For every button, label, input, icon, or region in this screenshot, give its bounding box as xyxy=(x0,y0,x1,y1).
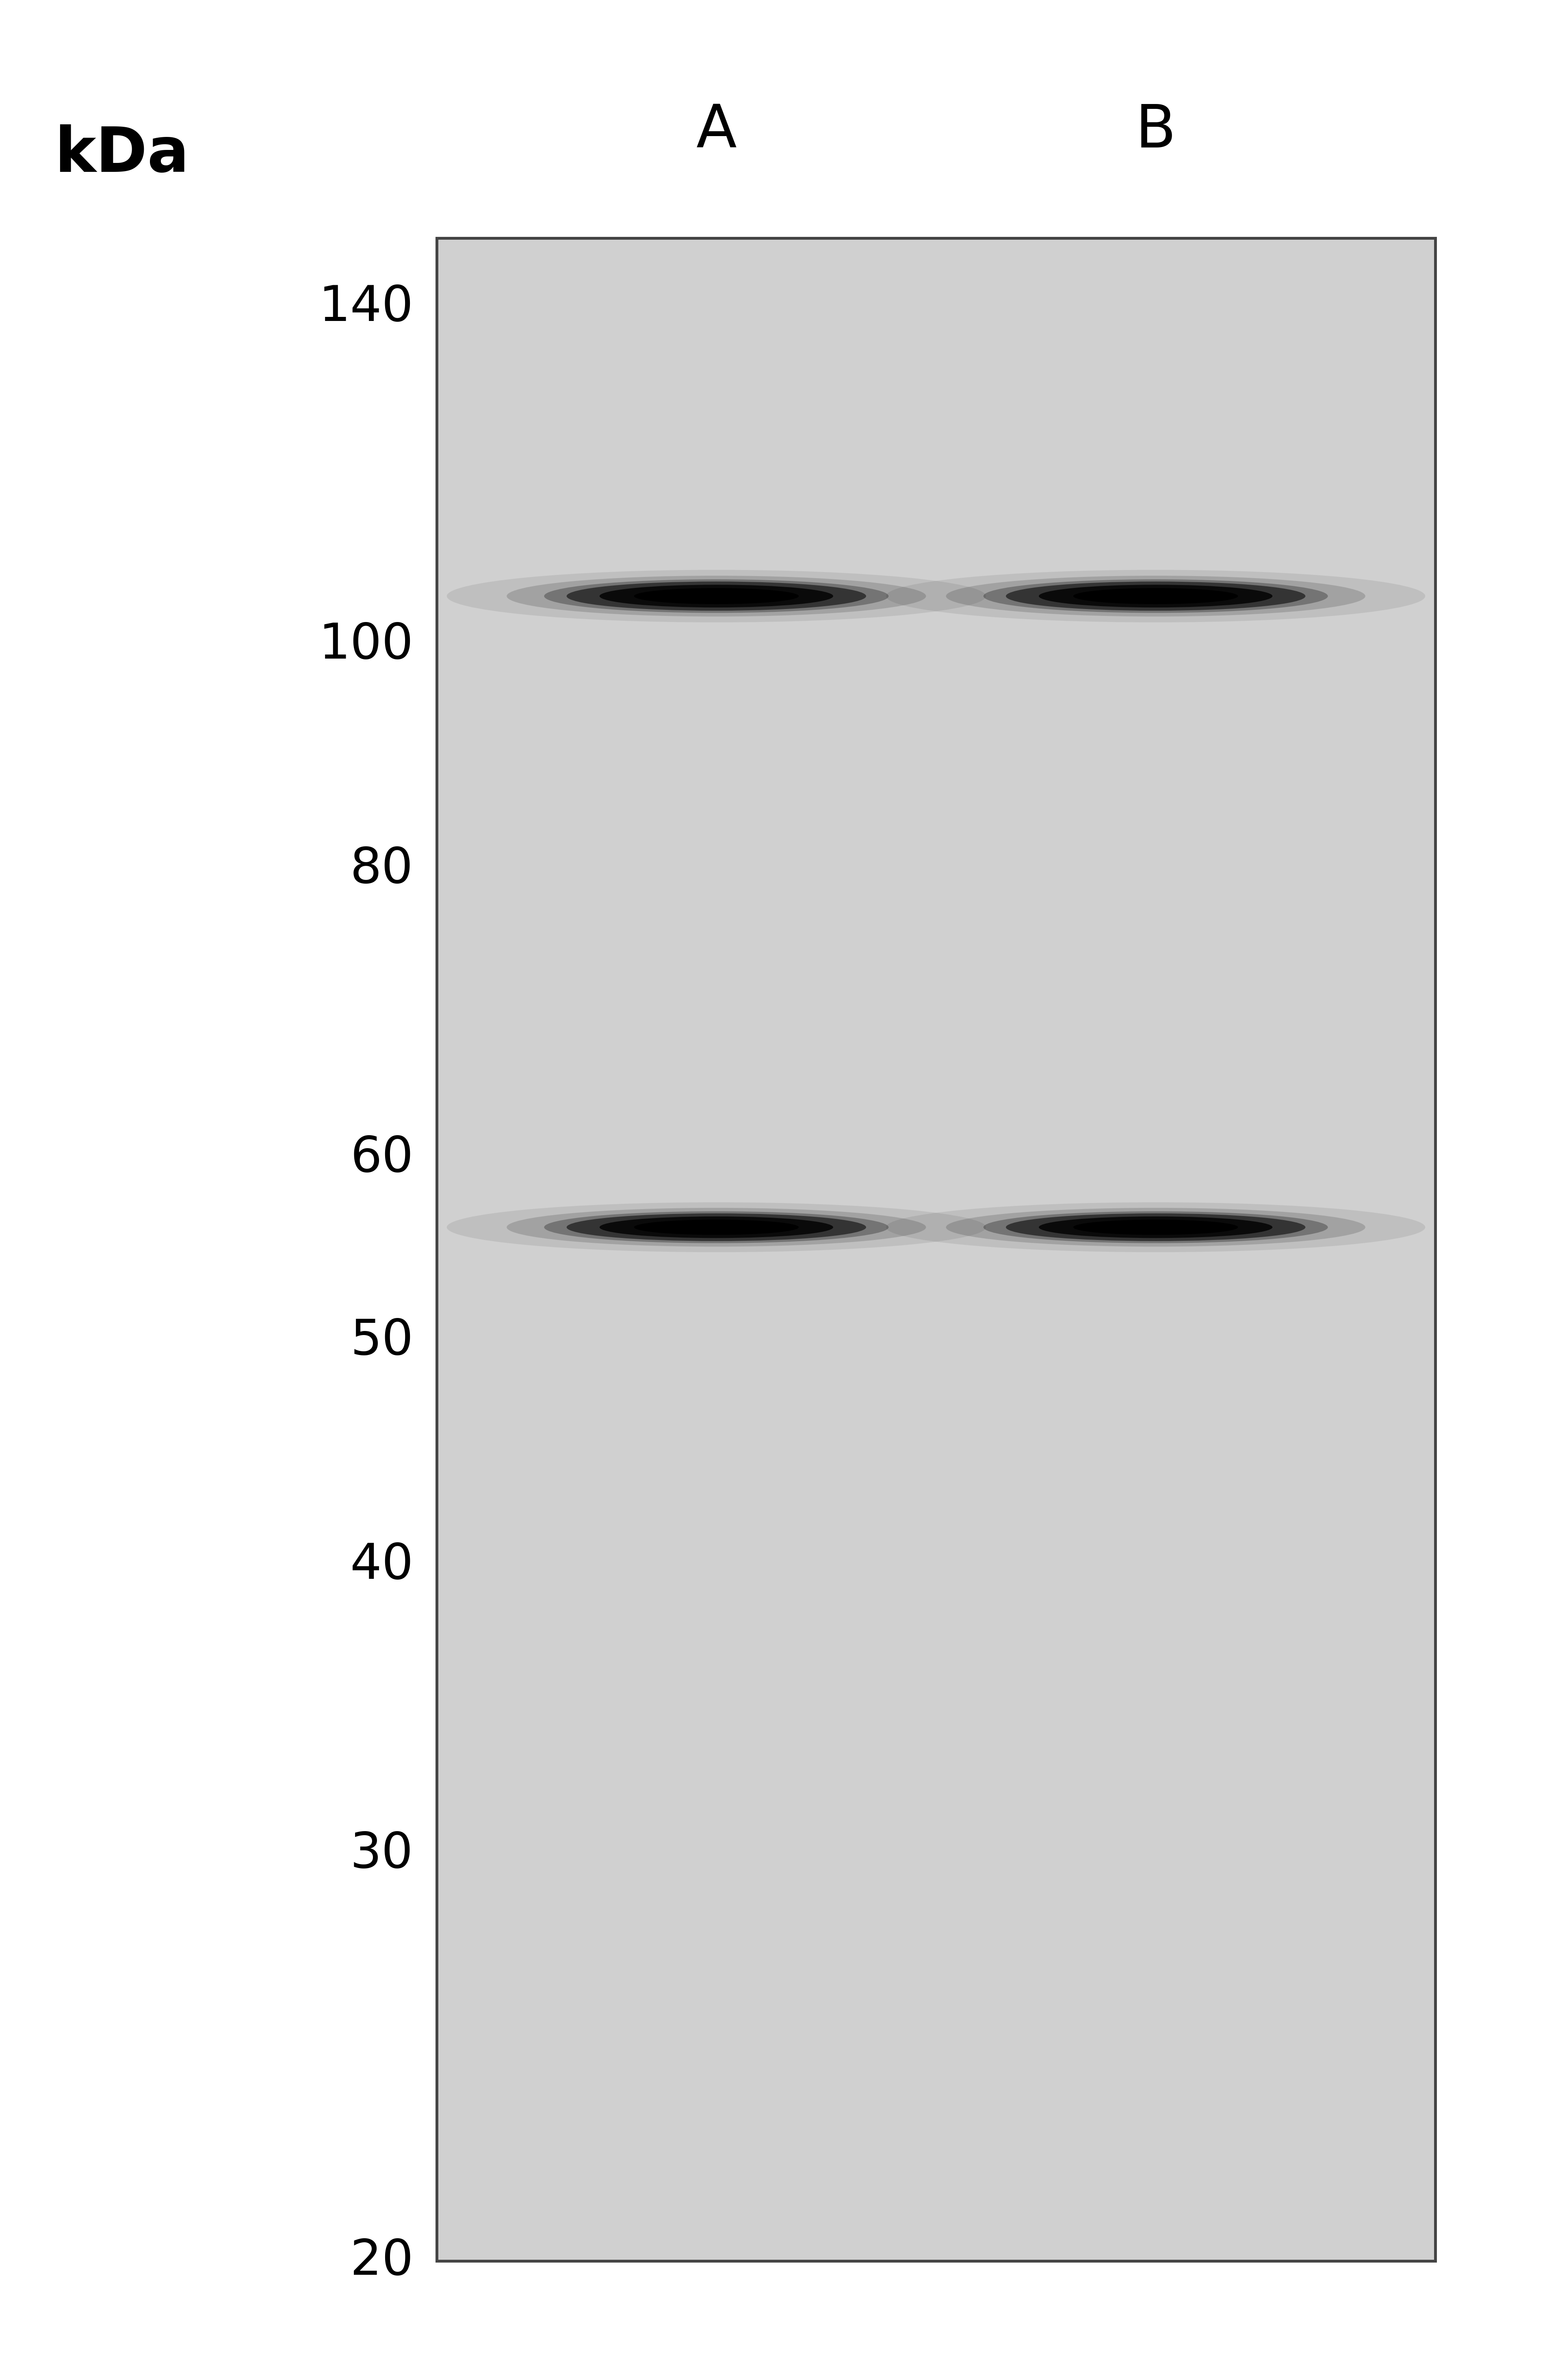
Ellipse shape xyxy=(507,576,927,616)
Text: 30: 30 xyxy=(351,1830,413,1878)
Text: 100: 100 xyxy=(318,621,413,669)
Ellipse shape xyxy=(945,576,1365,616)
Ellipse shape xyxy=(633,588,799,605)
Ellipse shape xyxy=(1073,1219,1239,1235)
Text: 20: 20 xyxy=(349,2237,413,2285)
Ellipse shape xyxy=(507,1207,927,1247)
Ellipse shape xyxy=(945,1207,1365,1247)
Ellipse shape xyxy=(1006,581,1306,612)
Text: 140: 140 xyxy=(318,283,413,331)
Text: B: B xyxy=(1136,102,1176,159)
Ellipse shape xyxy=(886,569,1426,621)
Text: 40: 40 xyxy=(351,1542,413,1590)
Ellipse shape xyxy=(983,578,1328,614)
Ellipse shape xyxy=(544,1211,889,1242)
Ellipse shape xyxy=(633,1219,799,1235)
Ellipse shape xyxy=(1006,1214,1306,1240)
Bar xyxy=(437,238,1435,2261)
Ellipse shape xyxy=(544,578,889,614)
Ellipse shape xyxy=(599,1216,833,1238)
Text: A: A xyxy=(696,102,736,159)
Ellipse shape xyxy=(566,1214,866,1240)
Ellipse shape xyxy=(446,1202,986,1252)
Text: 80: 80 xyxy=(351,845,413,892)
Ellipse shape xyxy=(566,581,866,612)
Ellipse shape xyxy=(983,1211,1328,1242)
Text: 60: 60 xyxy=(351,1135,413,1183)
Ellipse shape xyxy=(1073,588,1239,605)
Ellipse shape xyxy=(886,1202,1426,1252)
Text: 50: 50 xyxy=(351,1316,413,1364)
Ellipse shape xyxy=(446,569,986,621)
Ellipse shape xyxy=(1039,1216,1273,1238)
Ellipse shape xyxy=(1039,585,1273,607)
Text: kDa: kDa xyxy=(55,124,189,186)
Ellipse shape xyxy=(599,585,833,607)
